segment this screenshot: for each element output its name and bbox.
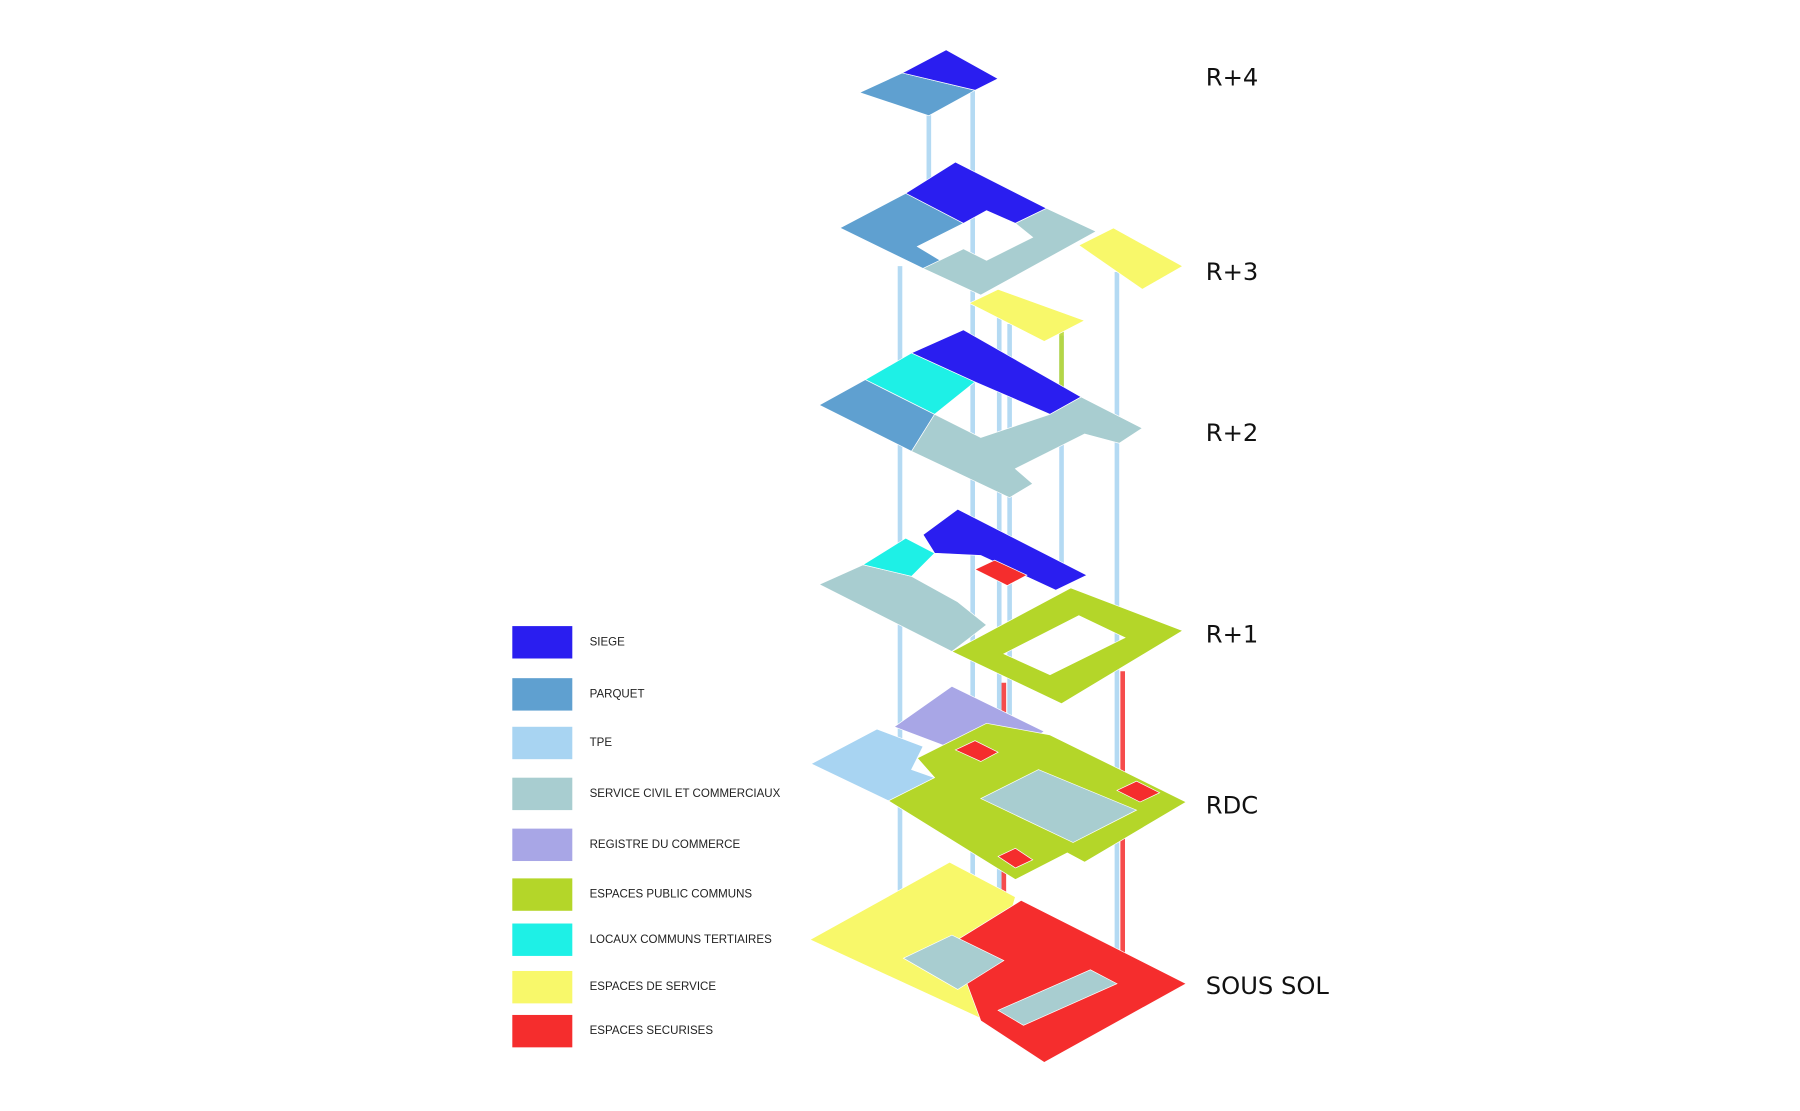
slab bbox=[818, 564, 988, 652]
legend-swatch bbox=[512, 626, 573, 659]
floor-label: R+3 bbox=[1206, 257, 1259, 286]
legend-label: ESPACES PUBLIC COMMUNS bbox=[590, 889, 753, 901]
legend-swatch bbox=[512, 678, 573, 711]
slab bbox=[979, 769, 1138, 843]
slab bbox=[911, 396, 1143, 499]
floor-label: RDC bbox=[1206, 791, 1258, 820]
slab bbox=[902, 934, 1005, 990]
slab bbox=[997, 969, 1118, 1026]
legend-swatch bbox=[512, 828, 573, 862]
legend-label: SIEGE bbox=[590, 636, 626, 648]
slab bbox=[951, 587, 1184, 705]
labels: R+4 R+3 R+2 R+1 RDC SOUS SOL SIEGE PARQUET TPE SE… bbox=[512, 63, 1329, 1048]
legend-swatch bbox=[512, 1014, 573, 1048]
legend-label: ESPACES DE SERVICE bbox=[590, 981, 717, 993]
slab bbox=[997, 847, 1034, 869]
floor-label: R+2 bbox=[1206, 418, 1259, 447]
floor-label: R+4 bbox=[1206, 63, 1259, 92]
legend-swatch bbox=[512, 726, 573, 760]
slab bbox=[922, 207, 1097, 296]
legend-swatch bbox=[512, 878, 573, 911]
legend-swatch bbox=[512, 777, 573, 811]
legend-swatch bbox=[512, 970, 573, 1004]
legend-label: SERVICE CIVIL ET COMMERCIAUX bbox=[590, 788, 781, 800]
slab bbox=[922, 508, 1088, 591]
legend-label: ESPACES SECURISES bbox=[590, 1025, 714, 1037]
slab bbox=[968, 288, 1086, 342]
legend-label: TPE bbox=[590, 737, 613, 749]
legend-swatch bbox=[512, 923, 573, 956]
slab bbox=[901, 49, 999, 91]
legend-label: LOCAUX COMMUNS TERTIAIRES bbox=[590, 934, 772, 946]
slab bbox=[954, 740, 999, 762]
legend-label: PARQUET bbox=[590, 688, 645, 700]
floor-label: R+1 bbox=[1206, 619, 1259, 648]
floor-slabs bbox=[809, 49, 1187, 1063]
slab bbox=[974, 559, 1028, 586]
floor-label: SOUS SOL bbox=[1206, 971, 1330, 1000]
slab bbox=[1116, 780, 1161, 803]
slab bbox=[1078, 227, 1184, 290]
legend-label: REGISTRE DU COMMERCE bbox=[590, 839, 741, 851]
